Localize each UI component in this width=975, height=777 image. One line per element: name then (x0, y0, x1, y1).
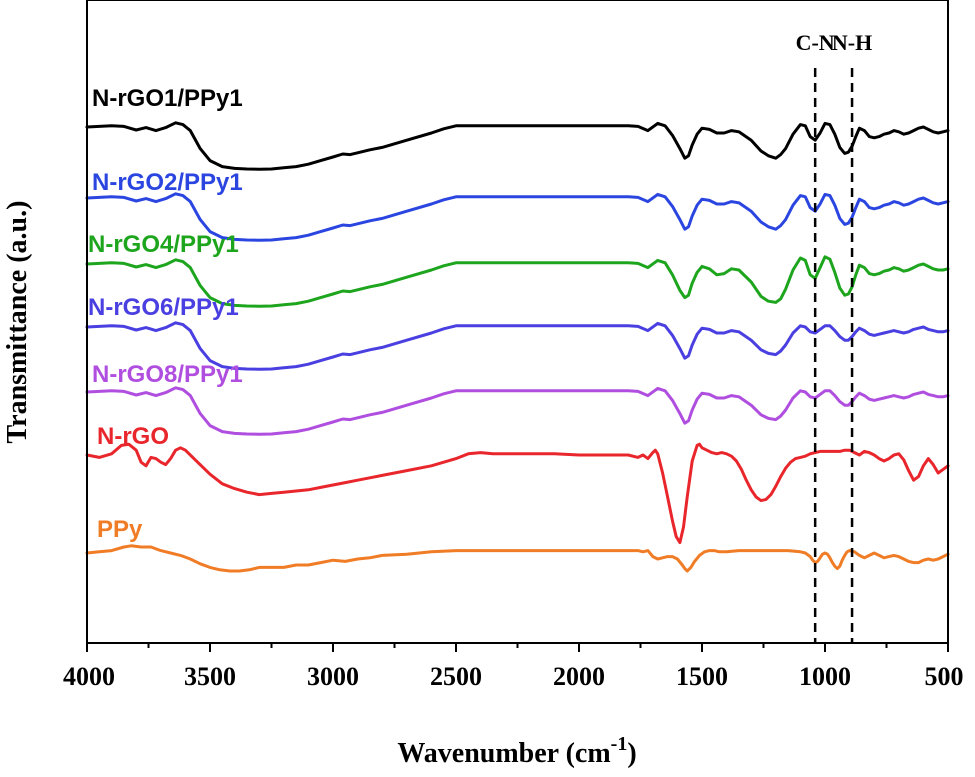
series-line-n-rgo4-ppy1 (85, 255, 950, 308)
series-label-n-rgo: N-rGO (97, 423, 169, 450)
annotation-layer: C-NN-H (796, 30, 872, 643)
series-label-n-rgo6-ppy1: N-rGO6/PPy1 (88, 294, 239, 321)
x-axis-ticks: 4000 3500 3000 2500 2000 1500 1000 500 (63, 643, 964, 691)
x-tick-label-3500: 3500 (184, 662, 236, 691)
x-axis-title-sup: -1 (611, 733, 628, 755)
series-label-n-rgo1-ppy1: N-rGO1/PPy1 (92, 85, 243, 112)
x-tick-label-1500: 1500 (676, 662, 728, 691)
x-tick-label-2000: 2000 (553, 662, 605, 691)
series-label-n-rgo4-ppy1: N-rGO4/PPy1 (88, 231, 239, 258)
series-labels: N-rGO1/PPy1 N-rGO2/PPy1 N-rGO4/PPy1 N-rGO6/… (88, 85, 243, 543)
series-line-n-rgo8-ppy1 (85, 386, 950, 436)
x-tick-label-3000: 3000 (307, 662, 359, 691)
series-line-n-rgo (85, 442, 950, 545)
series-label-n-rgo2-ppy1: N-rGO2/PPy1 (92, 169, 243, 196)
series-layer (85, 121, 950, 573)
series-label-n-rgo8-ppy1: N-rGO8/PPy1 (92, 361, 243, 388)
annotation-label-c-n: C-N (796, 30, 835, 55)
series-line-ppy (85, 544, 950, 573)
series-line-n-rgo1-ppy1 (85, 121, 950, 171)
annotation-label-n-h: N-H (832, 30, 872, 55)
x-tick-label-1000: 1000 (799, 662, 851, 691)
x-tick-label-500: 500 (925, 662, 964, 691)
x-tick-label-4000: 4000 (63, 662, 115, 691)
y-axis-title: Transmittance (a.u.) (2, 201, 33, 444)
x-tick-label-2500: 2500 (430, 662, 482, 691)
series-line-n-rgo6-ppy1 (85, 321, 950, 371)
x-axis-title: Wavenumber (cm-1) (397, 733, 636, 769)
series-line-n-rgo2-ppy1 (85, 192, 950, 242)
x-axis-title-end: ) (627, 738, 636, 769)
x-axis-title-main: Wavenumber (cm (397, 738, 610, 769)
series-label-ppy: PPy (97, 516, 143, 543)
